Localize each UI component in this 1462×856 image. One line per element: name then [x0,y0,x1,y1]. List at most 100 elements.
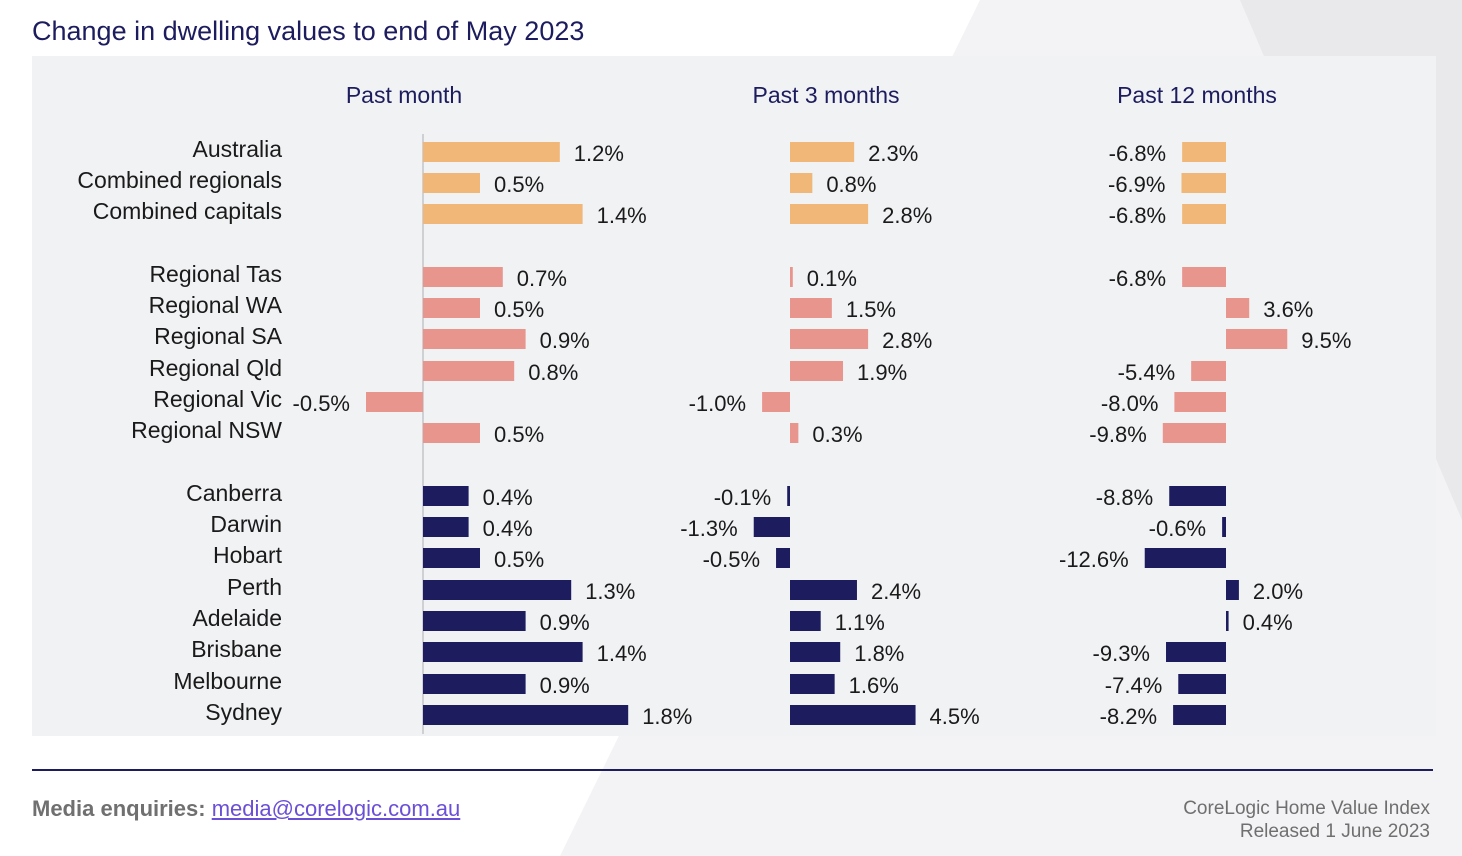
data-label-past-3-months-sydney: 4.5% [930,704,980,729]
column-header-past-3-months: Past 3 months [752,82,899,108]
data-label-past-12-months-regional-vic: -8.0% [1101,391,1158,416]
bar-past-3-months-regional-sa [790,329,869,349]
data-label-past-12-months-regional-tas: -6.8% [1109,266,1166,291]
bar-past-12-months-regional-nsw [1162,423,1226,443]
bar-past-12-months-canberra [1169,486,1226,506]
data-label-past-month-australia: 1.2% [574,141,624,166]
media-enquiries: Media enquiries: media@corelogic.com.au [32,796,460,822]
bar-past-3-months-hobart [776,548,790,568]
bar-past-month-regional-vic [366,392,423,412]
data-label-past-month-adelaide: 0.9% [540,610,590,635]
bar-past-month-adelaide [423,611,526,631]
data-label-past-12-months-regional-sa: 9.5% [1301,328,1351,353]
data-label-past-3-months-adelaide: 1.1% [835,610,885,635]
source-release-date: Released 1 June 2023 [1239,821,1430,842]
data-label-past-12-months-combined-regionals: -6.9% [1108,172,1165,197]
data-label-past-3-months-perth: 2.4% [871,579,921,604]
bar-past-12-months-darwin [1222,517,1226,537]
data-label-past-12-months-regional-qld: -5.4% [1118,360,1175,385]
bar-past-month-combined-capitals [423,204,583,224]
category-label-regional-sa: Regional SA [154,323,283,349]
category-label-darwin: Darwin [210,511,282,537]
bar-past-3-months-sydney [790,705,916,725]
data-label-past-month-regional-tas: 0.7% [517,266,567,291]
bar-past-month-hobart [423,548,480,568]
bar-past-3-months-regional-wa [790,298,832,318]
data-label-past-12-months-australia: -6.8% [1109,141,1166,166]
bar-past-3-months-australia [790,142,855,162]
bar-past-12-months-combined-capitals [1182,204,1226,224]
category-label-regional-vic: Regional Vic [153,386,282,412]
bar-past-12-months-brisbane [1166,642,1226,662]
bar-past-3-months-darwin [753,517,790,537]
media-email-link[interactable]: media@corelogic.com.au [211,796,461,821]
bar-past-month-darwin [423,517,469,537]
source-index-name: CoreLogic Home Value Index [1183,798,1430,819]
bar-past-month-combined-regionals [423,173,480,193]
data-label-past-12-months-brisbane: -9.3% [1093,641,1150,666]
bar-past-12-months-australia [1182,142,1226,162]
data-label-past-month-hobart: 0.5% [494,547,544,572]
bar-past-3-months-regional-tas [790,267,793,287]
data-label-past-3-months-australia: 2.3% [868,141,918,166]
category-label-canberra: Canberra [186,480,282,506]
bar-past-12-months-melbourne [1178,674,1226,694]
category-label-regional-qld: Regional Qld [149,355,282,381]
bar-past-month-canberra [423,486,469,506]
bar-past-3-months-perth [790,580,857,600]
category-label-regional-nsw: Regional NSW [131,417,282,443]
column-header-past-12-months: Past 12 months [1117,82,1277,108]
data-label-past-12-months-sydney: -8.2% [1100,704,1157,729]
footer-divider [32,769,1433,771]
data-label-past-3-months-regional-tas: 0.1% [807,266,857,291]
data-label-past-12-months-darwin: -0.6% [1149,516,1206,541]
category-label-brisbane: Brisbane [191,636,282,662]
data-label-past-12-months-combined-capitals: -6.8% [1109,203,1166,228]
bar-past-month-regional-sa [423,329,526,349]
bar-past-month-melbourne [423,674,526,694]
bar-past-month-perth [423,580,572,600]
data-label-past-month-regional-vic: -0.5% [293,391,350,416]
bar-past-3-months-melbourne [790,674,835,694]
data-label-past-3-months-canberra: -0.1% [714,485,771,510]
data-label-past-12-months-regional-nsw: -9.8% [1089,422,1146,447]
category-label-adelaide: Adelaide [192,605,282,631]
category-label-regional-tas: Regional Tas [149,261,282,287]
bar-past-12-months-regional-vic [1174,392,1226,412]
bar-past-3-months-canberra [787,486,790,506]
bar-past-12-months-combined-regionals [1181,173,1226,193]
data-label-past-12-months-adelaide: 0.4% [1243,610,1293,635]
data-label-past-3-months-regional-sa: 2.8% [882,328,932,353]
bar-past-month-brisbane [423,642,583,662]
bar-past-12-months-regional-qld [1191,361,1226,381]
bar-past-month-australia [423,142,560,162]
data-label-past-3-months-regional-vic: -1.0% [689,391,746,416]
data-label-past-3-months-regional-nsw: 0.3% [812,422,862,447]
data-label-past-3-months-combined-capitals: 2.8% [882,203,932,228]
category-label-combined-regionals: Combined regionals [77,167,282,193]
data-label-past-month-combined-regionals: 0.5% [494,172,544,197]
bar-past-3-months-combined-capitals [790,204,869,224]
media-enquiries-label: Media enquiries: [32,796,206,821]
data-label-past-month-regional-sa: 0.9% [540,328,590,353]
data-label-past-month-regional-nsw: 0.5% [494,422,544,447]
bar-past-month-regional-wa [423,298,480,318]
bar-past-3-months-regional-qld [790,361,844,381]
bar-past-3-months-regional-nsw [790,423,799,443]
category-label-combined-capitals: Combined capitals [93,198,282,224]
data-label-past-12-months-regional-wa: 3.6% [1263,297,1313,322]
data-label-past-month-combined-capitals: 1.4% [597,203,647,228]
data-label-past-3-months-regional-wa: 1.5% [846,297,896,322]
bar-past-12-months-regional-tas [1182,267,1226,287]
bar-past-month-regional-qld [423,361,515,381]
data-label-past-12-months-perth: 2.0% [1253,579,1303,604]
category-label-regional-wa: Regional WA [149,292,283,318]
bar-past-month-regional-tas [423,267,503,287]
bar-past-month-sydney [423,705,629,725]
bar-past-3-months-regional-vic [762,392,790,412]
data-label-past-12-months-melbourne: -7.4% [1105,673,1162,698]
column-header-past-month: Past month [346,82,462,108]
data-label-past-3-months-melbourne: 1.6% [849,673,899,698]
bar-past-3-months-adelaide [790,611,821,631]
